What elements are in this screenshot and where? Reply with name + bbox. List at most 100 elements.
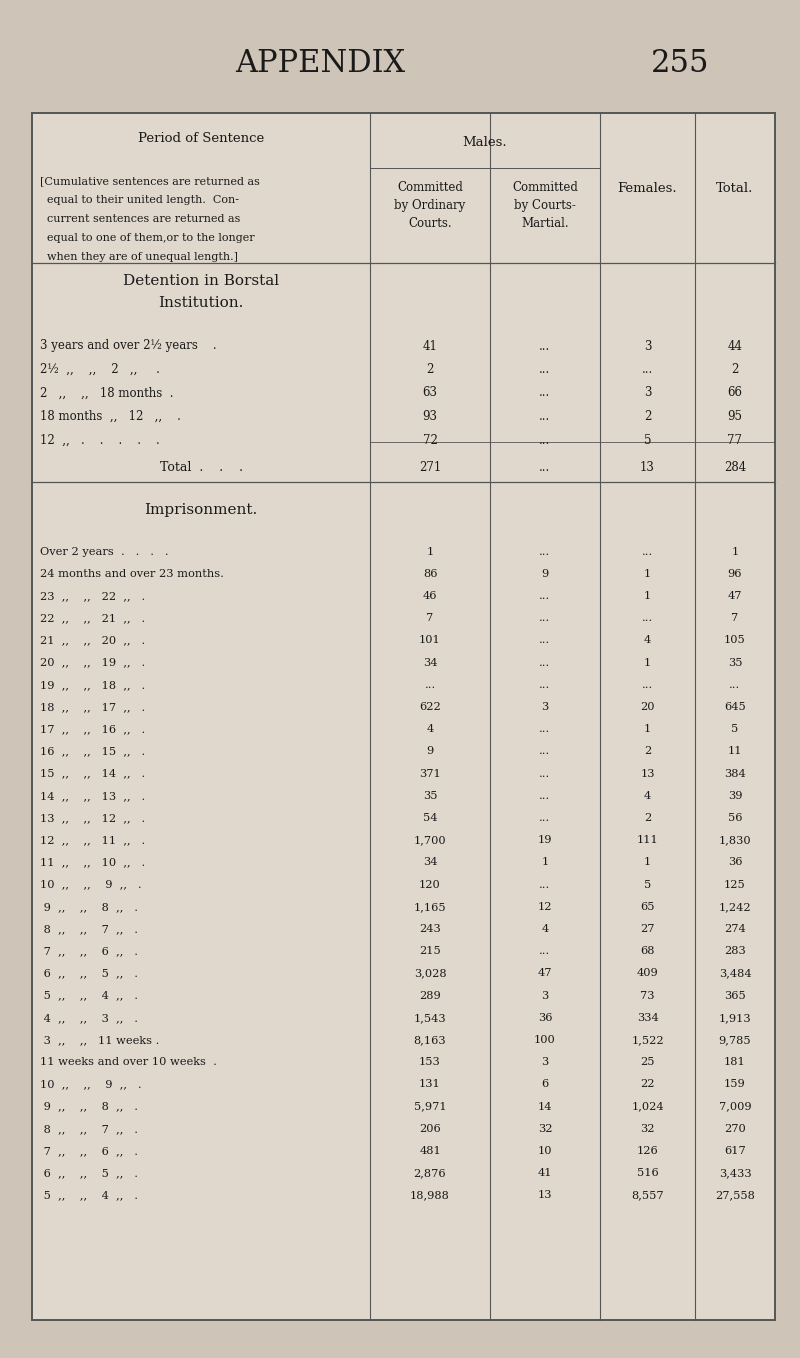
Text: 4: 4 xyxy=(644,790,651,801)
Text: 10: 10 xyxy=(538,1146,552,1156)
Text: 2: 2 xyxy=(731,363,738,376)
Text: 1,913: 1,913 xyxy=(718,1013,751,1023)
Text: APPENDIX: APPENDIX xyxy=(235,48,405,79)
Text: Total  .    .    .: Total . . . xyxy=(159,460,242,474)
Text: ...: ... xyxy=(539,747,550,756)
Text: when they are of unequal length.]: when they are of unequal length.] xyxy=(40,253,238,262)
Text: 7  ,,    ,,    6  ,,   .: 7 ,, ,, 6 ,, . xyxy=(40,947,138,956)
Text: 481: 481 xyxy=(419,1146,441,1156)
Text: 274: 274 xyxy=(724,923,746,934)
Text: 5: 5 xyxy=(644,880,651,889)
Text: ...: ... xyxy=(539,433,550,447)
Text: 32: 32 xyxy=(640,1124,654,1134)
Text: 4: 4 xyxy=(644,636,651,645)
Text: 47: 47 xyxy=(538,968,552,978)
Text: 1: 1 xyxy=(644,724,651,735)
Text: 8,163: 8,163 xyxy=(414,1035,446,1046)
Text: 3  ,,    ,,   11 weeks .: 3 ,, ,, 11 weeks . xyxy=(40,1035,159,1046)
Text: 12  ,,   .    .    .    .    .: 12 ,, . . . . . xyxy=(40,433,160,447)
Text: 96: 96 xyxy=(728,569,742,579)
Text: 23  ,,    ,,   22  ,,   .: 23 ,, ,, 22 ,, . xyxy=(40,591,146,602)
Text: 4: 4 xyxy=(542,923,549,934)
Text: 34: 34 xyxy=(422,857,438,868)
Text: 2: 2 xyxy=(644,410,651,422)
Text: 5: 5 xyxy=(644,433,651,447)
Text: 2,876: 2,876 xyxy=(414,1168,446,1179)
Text: ...: ... xyxy=(539,340,550,353)
Text: 27,558: 27,558 xyxy=(715,1191,755,1200)
Text: 131: 131 xyxy=(419,1080,441,1089)
Text: 15  ,,    ,,   14  ,,   .: 15 ,, ,, 14 ,, . xyxy=(40,769,146,778)
Text: 19: 19 xyxy=(538,835,552,845)
Text: ...: ... xyxy=(539,790,550,801)
Text: 105: 105 xyxy=(724,636,746,645)
Text: 18 months  ,,   12   ,,    .: 18 months ,, 12 ,, . xyxy=(40,410,181,422)
Text: 20: 20 xyxy=(640,702,654,712)
Text: 68: 68 xyxy=(640,947,654,956)
Text: 3,028: 3,028 xyxy=(414,968,446,978)
Text: 5,971: 5,971 xyxy=(414,1101,446,1112)
Text: ...: ... xyxy=(539,813,550,823)
Text: 3 years and over 2½ years    .: 3 years and over 2½ years . xyxy=(40,340,217,353)
Text: 73: 73 xyxy=(640,990,654,1001)
Text: 120: 120 xyxy=(419,880,441,889)
Text: Males.: Males. xyxy=(462,137,507,149)
Text: 1,543: 1,543 xyxy=(414,1013,446,1023)
Text: 8,557: 8,557 xyxy=(631,1191,664,1200)
Text: 371: 371 xyxy=(419,769,441,778)
Text: ...: ... xyxy=(539,724,550,735)
Text: 7: 7 xyxy=(731,614,738,623)
Text: ...: ... xyxy=(539,460,550,474)
Text: ...: ... xyxy=(539,547,550,557)
Text: 36: 36 xyxy=(538,1013,552,1023)
Text: ...: ... xyxy=(539,591,550,602)
Text: 100: 100 xyxy=(534,1035,556,1046)
Text: 56: 56 xyxy=(728,813,742,823)
Text: 1,700: 1,700 xyxy=(414,835,446,845)
Text: 17  ,,    ,,   16  ,,   .: 17 ,, ,, 16 ,, . xyxy=(40,724,146,735)
Text: 35: 35 xyxy=(422,790,438,801)
Text: 5  ,,    ,,    4  ,,   .: 5 ,, ,, 4 ,, . xyxy=(40,1191,138,1200)
Text: 255: 255 xyxy=(650,48,710,79)
Text: 77: 77 xyxy=(727,433,742,447)
Text: 1: 1 xyxy=(542,857,549,868)
Text: 2: 2 xyxy=(426,363,434,376)
Text: 181: 181 xyxy=(724,1057,746,1067)
Text: 10  ,,    ,,    9  ,,   .: 10 ,, ,, 9 ,, . xyxy=(40,1080,142,1089)
Text: 3: 3 xyxy=(542,702,549,712)
Text: 215: 215 xyxy=(419,947,441,956)
Text: 3: 3 xyxy=(644,340,651,353)
Text: 284: 284 xyxy=(724,460,746,474)
Text: 365: 365 xyxy=(724,990,746,1001)
Text: 1,024: 1,024 xyxy=(631,1101,664,1112)
Text: 65: 65 xyxy=(640,902,654,911)
Text: 5: 5 xyxy=(731,724,738,735)
Text: 384: 384 xyxy=(724,769,746,778)
Text: 9  ,,    ,,    8  ,,   .: 9 ,, ,, 8 ,, . xyxy=(40,1101,138,1112)
Text: 11  ,,    ,,   10  ,,   .: 11 ,, ,, 10 ,, . xyxy=(40,857,146,868)
Text: 622: 622 xyxy=(419,702,441,712)
Text: 6: 6 xyxy=(542,1080,549,1089)
Text: 3: 3 xyxy=(542,1057,549,1067)
Text: 409: 409 xyxy=(637,968,658,978)
Text: [Cumulative sentences are returned as: [Cumulative sentences are returned as xyxy=(40,177,260,186)
Text: 2: 2 xyxy=(644,813,651,823)
Text: 111: 111 xyxy=(637,835,658,845)
Text: 47: 47 xyxy=(728,591,742,602)
Text: 3,433: 3,433 xyxy=(718,1168,751,1179)
Text: 7  ,,    ,,    6  ,,   .: 7 ,, ,, 6 ,, . xyxy=(40,1146,138,1156)
Text: 63: 63 xyxy=(422,387,438,399)
Text: 1: 1 xyxy=(644,857,651,868)
Text: 7,009: 7,009 xyxy=(718,1101,751,1112)
Text: 22  ,,    ,,   21  ,,   .: 22 ,, ,, 21 ,, . xyxy=(40,614,146,623)
Bar xyxy=(32,113,775,1320)
Text: 289: 289 xyxy=(419,990,441,1001)
Text: 18  ,,    ,,   17  ,,   .: 18 ,, ,, 17 ,, . xyxy=(40,702,146,712)
Text: ...: ... xyxy=(539,410,550,422)
Text: ...: ... xyxy=(539,363,550,376)
Text: 206: 206 xyxy=(419,1124,441,1134)
Text: 4  ,,    ,,    3  ,,   .: 4 ,, ,, 3 ,, . xyxy=(40,1013,138,1023)
Text: 271: 271 xyxy=(419,460,441,474)
Text: 617: 617 xyxy=(724,1146,746,1156)
Text: 1: 1 xyxy=(426,547,434,557)
